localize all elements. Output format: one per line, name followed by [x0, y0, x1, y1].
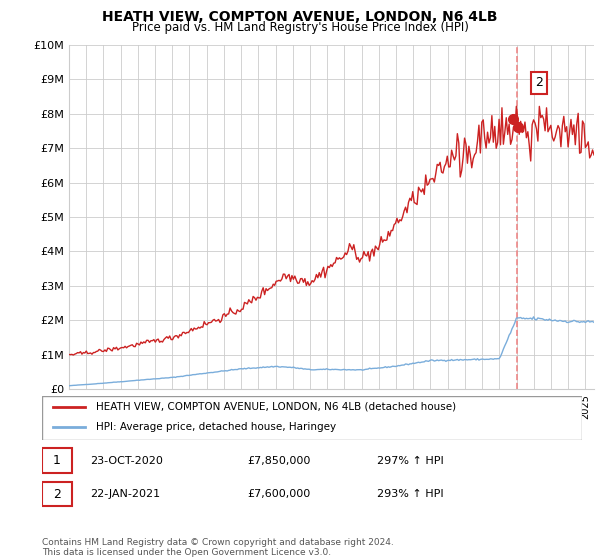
FancyBboxPatch shape	[42, 449, 72, 473]
Text: 22-JAN-2021: 22-JAN-2021	[91, 489, 161, 499]
Text: 1: 1	[53, 454, 61, 467]
FancyBboxPatch shape	[42, 396, 582, 440]
Text: £7,850,000: £7,850,000	[247, 456, 311, 466]
Text: 293% ↑ HPI: 293% ↑ HPI	[377, 489, 443, 499]
Text: 23-OCT-2020: 23-OCT-2020	[91, 456, 163, 466]
Text: Price paid vs. HM Land Registry's House Price Index (HPI): Price paid vs. HM Land Registry's House …	[131, 21, 469, 34]
Text: 2: 2	[535, 76, 543, 89]
Text: 297% ↑ HPI: 297% ↑ HPI	[377, 456, 443, 466]
Text: £7,600,000: £7,600,000	[247, 489, 310, 499]
Text: 2: 2	[53, 488, 61, 501]
Text: HEATH VIEW, COMPTON AVENUE, LONDON, N6 4LB (detached house): HEATH VIEW, COMPTON AVENUE, LONDON, N6 4…	[96, 402, 456, 412]
Text: HPI: Average price, detached house, Haringey: HPI: Average price, detached house, Hari…	[96, 422, 336, 432]
Text: HEATH VIEW, COMPTON AVENUE, LONDON, N6 4LB: HEATH VIEW, COMPTON AVENUE, LONDON, N6 4…	[102, 10, 498, 24]
FancyBboxPatch shape	[42, 482, 72, 506]
Text: Contains HM Land Registry data © Crown copyright and database right 2024.
This d: Contains HM Land Registry data © Crown c…	[42, 538, 394, 557]
